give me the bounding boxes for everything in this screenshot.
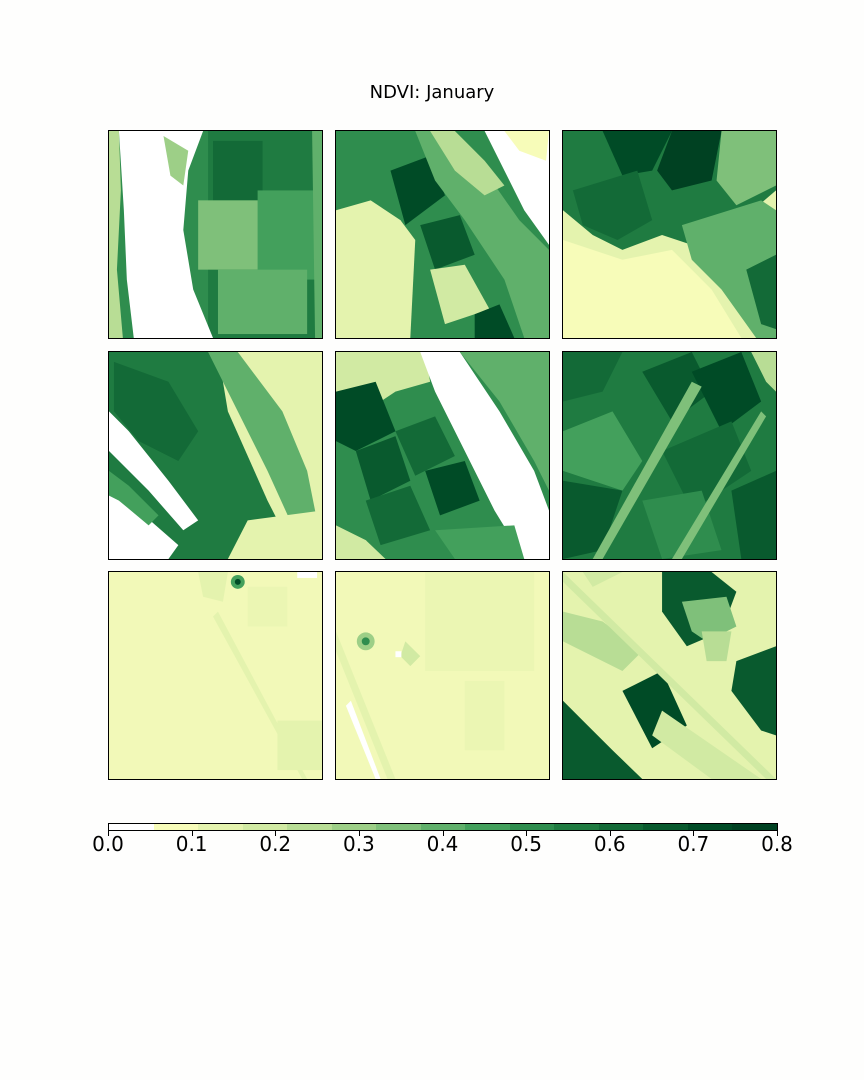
ndvi-panel-r3c2 <box>335 571 550 780</box>
colorbar-segment <box>287 824 332 830</box>
ndvi-panel-r3c3 <box>562 571 777 780</box>
colorbar-segment <box>643 824 688 830</box>
colorbar-tick-label: 0.8 <box>761 832 793 856</box>
colorbar-tick-label: 0.6 <box>593 832 626 856</box>
ndvi-panel-r1c2 <box>335 130 550 339</box>
colorbar-segment <box>687 824 733 830</box>
ndvi-panel-r1c3 <box>562 130 777 339</box>
colorbar-tick-mark <box>191 831 193 836</box>
colorbar-segment <box>242 824 288 830</box>
colorbar-segment <box>465 824 510 830</box>
colorbar-segment <box>420 824 466 830</box>
colorbar <box>108 823 778 831</box>
colorbar-segment <box>331 824 377 830</box>
colorbar-tick-mark <box>442 831 444 836</box>
colorbar-tick-label: 0.0 <box>92 832 124 856</box>
ndvi-panel-r2c1 <box>108 351 323 560</box>
ndvi-panel-r3c1 <box>108 571 323 780</box>
colorbar-tick-label: 0.2 <box>259 832 292 856</box>
colorbar-segment <box>198 824 243 830</box>
colorbar-tick-label: 0.7 <box>677 832 710 856</box>
colorbar-segment <box>554 824 599 830</box>
colorbar-tick-mark <box>358 831 360 836</box>
chart-title: NDVI: January <box>369 82 495 103</box>
colorbar-segment <box>509 824 555 830</box>
colorbar-tick-label: 0.4 <box>426 832 459 856</box>
colorbar-tick-mark <box>609 831 611 836</box>
ndvi-panel-r2c2 <box>335 351 550 560</box>
colorbar-segment <box>598 824 644 830</box>
ndvi-panel-r2c3 <box>562 351 777 560</box>
colorbar-segment <box>109 824 154 830</box>
colorbar-segment <box>732 824 777 830</box>
colorbar-tick-mark <box>526 831 528 836</box>
colorbar-segment <box>153 824 199 830</box>
colorbar-tick-mark <box>693 831 695 836</box>
colorbar-segment <box>376 824 421 830</box>
colorbar-tick-mark <box>777 831 778 836</box>
colorbar-tick-mark <box>108 831 109 836</box>
ndvi-panel-r1c1 <box>108 130 323 339</box>
colorbar-tick-label: 0.3 <box>342 832 375 856</box>
colorbar-tick-label: 0.1 <box>175 832 208 856</box>
colorbar-tick-label: 0.5 <box>510 832 543 856</box>
colorbar-tick-mark <box>275 831 277 836</box>
